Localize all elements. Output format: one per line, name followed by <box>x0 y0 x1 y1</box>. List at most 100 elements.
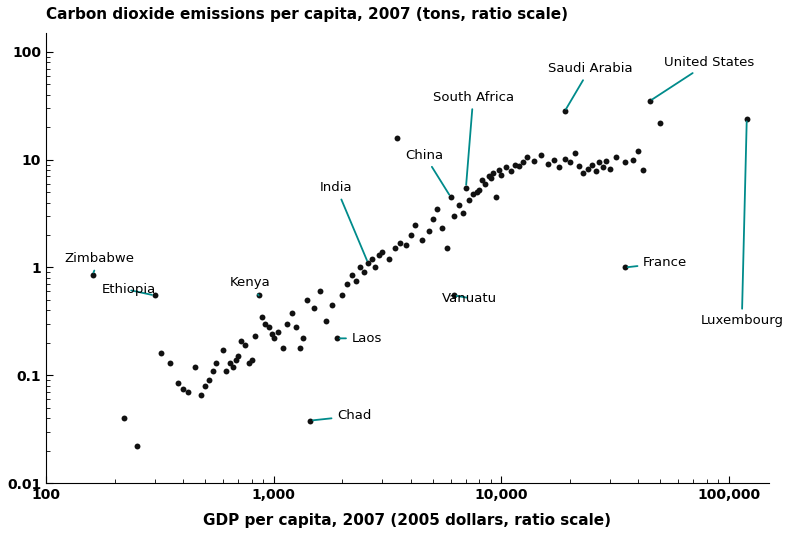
Point <box>286 309 298 317</box>
Point <box>740 114 753 123</box>
Point <box>130 442 143 450</box>
Point <box>86 271 99 279</box>
Point <box>484 173 497 182</box>
Point <box>272 328 285 337</box>
Point <box>301 296 314 304</box>
Point <box>163 358 176 367</box>
Point <box>593 158 606 166</box>
Point <box>597 163 610 172</box>
Text: United States: United States <box>652 56 754 100</box>
Point <box>232 352 245 361</box>
Point <box>416 235 429 244</box>
Point <box>603 165 616 173</box>
Point <box>462 196 475 204</box>
Point <box>281 319 294 328</box>
Point <box>563 158 576 166</box>
Point <box>376 247 389 256</box>
Point <box>466 190 479 198</box>
Point <box>553 163 566 172</box>
Point <box>314 287 326 296</box>
Point <box>326 301 338 309</box>
Point <box>350 277 362 285</box>
Point <box>590 167 602 175</box>
Point <box>320 317 333 325</box>
Point <box>582 165 594 173</box>
Text: Vanuatu: Vanuatu <box>442 292 498 304</box>
Point <box>447 212 460 220</box>
Point <box>307 304 320 312</box>
Point <box>600 156 613 165</box>
Point <box>206 366 219 375</box>
Point <box>234 336 247 345</box>
Text: Laos: Laos <box>340 332 382 345</box>
Point <box>330 334 343 342</box>
Point <box>482 172 495 181</box>
Point <box>223 358 236 367</box>
Point <box>267 334 280 342</box>
Point <box>447 291 460 300</box>
Point <box>504 167 517 175</box>
Point <box>354 263 366 272</box>
Point <box>422 226 435 235</box>
Point <box>486 169 499 178</box>
Point <box>568 149 581 157</box>
Point <box>494 171 507 179</box>
Point <box>475 175 488 184</box>
Point <box>558 107 571 116</box>
Point <box>226 362 239 371</box>
Point <box>238 341 251 349</box>
Point <box>242 358 255 367</box>
Point <box>266 330 278 339</box>
Point <box>249 332 262 341</box>
Point <box>391 133 404 142</box>
Point <box>366 255 378 263</box>
Point <box>336 291 349 300</box>
Point <box>586 160 598 169</box>
Text: Luxembourg: Luxembourg <box>700 121 783 327</box>
Point <box>459 184 472 192</box>
Text: India: India <box>320 181 367 261</box>
Point <box>198 381 211 390</box>
Point <box>245 355 258 364</box>
Point <box>262 323 275 331</box>
Point <box>441 244 454 253</box>
Point <box>509 160 522 169</box>
Point <box>171 379 184 387</box>
Point <box>194 391 207 400</box>
Point <box>493 166 506 174</box>
Text: Carbon dioxide emissions per capita, 2007 (tons, ratio scale): Carbon dioxide emissions per capita, 200… <box>46 7 568 22</box>
Point <box>404 231 417 239</box>
Point <box>558 155 571 163</box>
Point <box>382 255 395 263</box>
Point <box>297 334 310 342</box>
Point <box>457 209 470 217</box>
Point <box>618 263 631 272</box>
Point <box>654 118 666 127</box>
Point <box>177 385 190 393</box>
Point <box>542 159 554 168</box>
Point <box>220 366 233 375</box>
Point <box>409 220 422 229</box>
Point <box>490 193 502 201</box>
Point <box>436 224 449 233</box>
Text: France: France <box>628 256 687 270</box>
Point <box>517 158 530 166</box>
Point <box>643 97 656 105</box>
Point <box>547 155 560 164</box>
Text: China: China <box>406 149 450 195</box>
Text: South Africa: South Africa <box>433 90 514 185</box>
Point <box>426 215 439 224</box>
Point <box>373 251 386 259</box>
Point <box>513 162 526 170</box>
Text: Chad: Chad <box>313 409 371 423</box>
X-axis label: GDP per capita, 2007 (2005 dollars, ratio scale): GDP per capita, 2007 (2005 dollars, rati… <box>203 513 611 528</box>
Point <box>521 153 534 162</box>
Point <box>256 312 269 321</box>
Point <box>217 346 230 355</box>
Point <box>148 291 161 300</box>
Point <box>118 414 130 423</box>
Point <box>345 271 358 279</box>
Point <box>632 147 645 155</box>
Text: Ethiopia: Ethiopia <box>102 284 156 296</box>
Point <box>259 319 272 328</box>
